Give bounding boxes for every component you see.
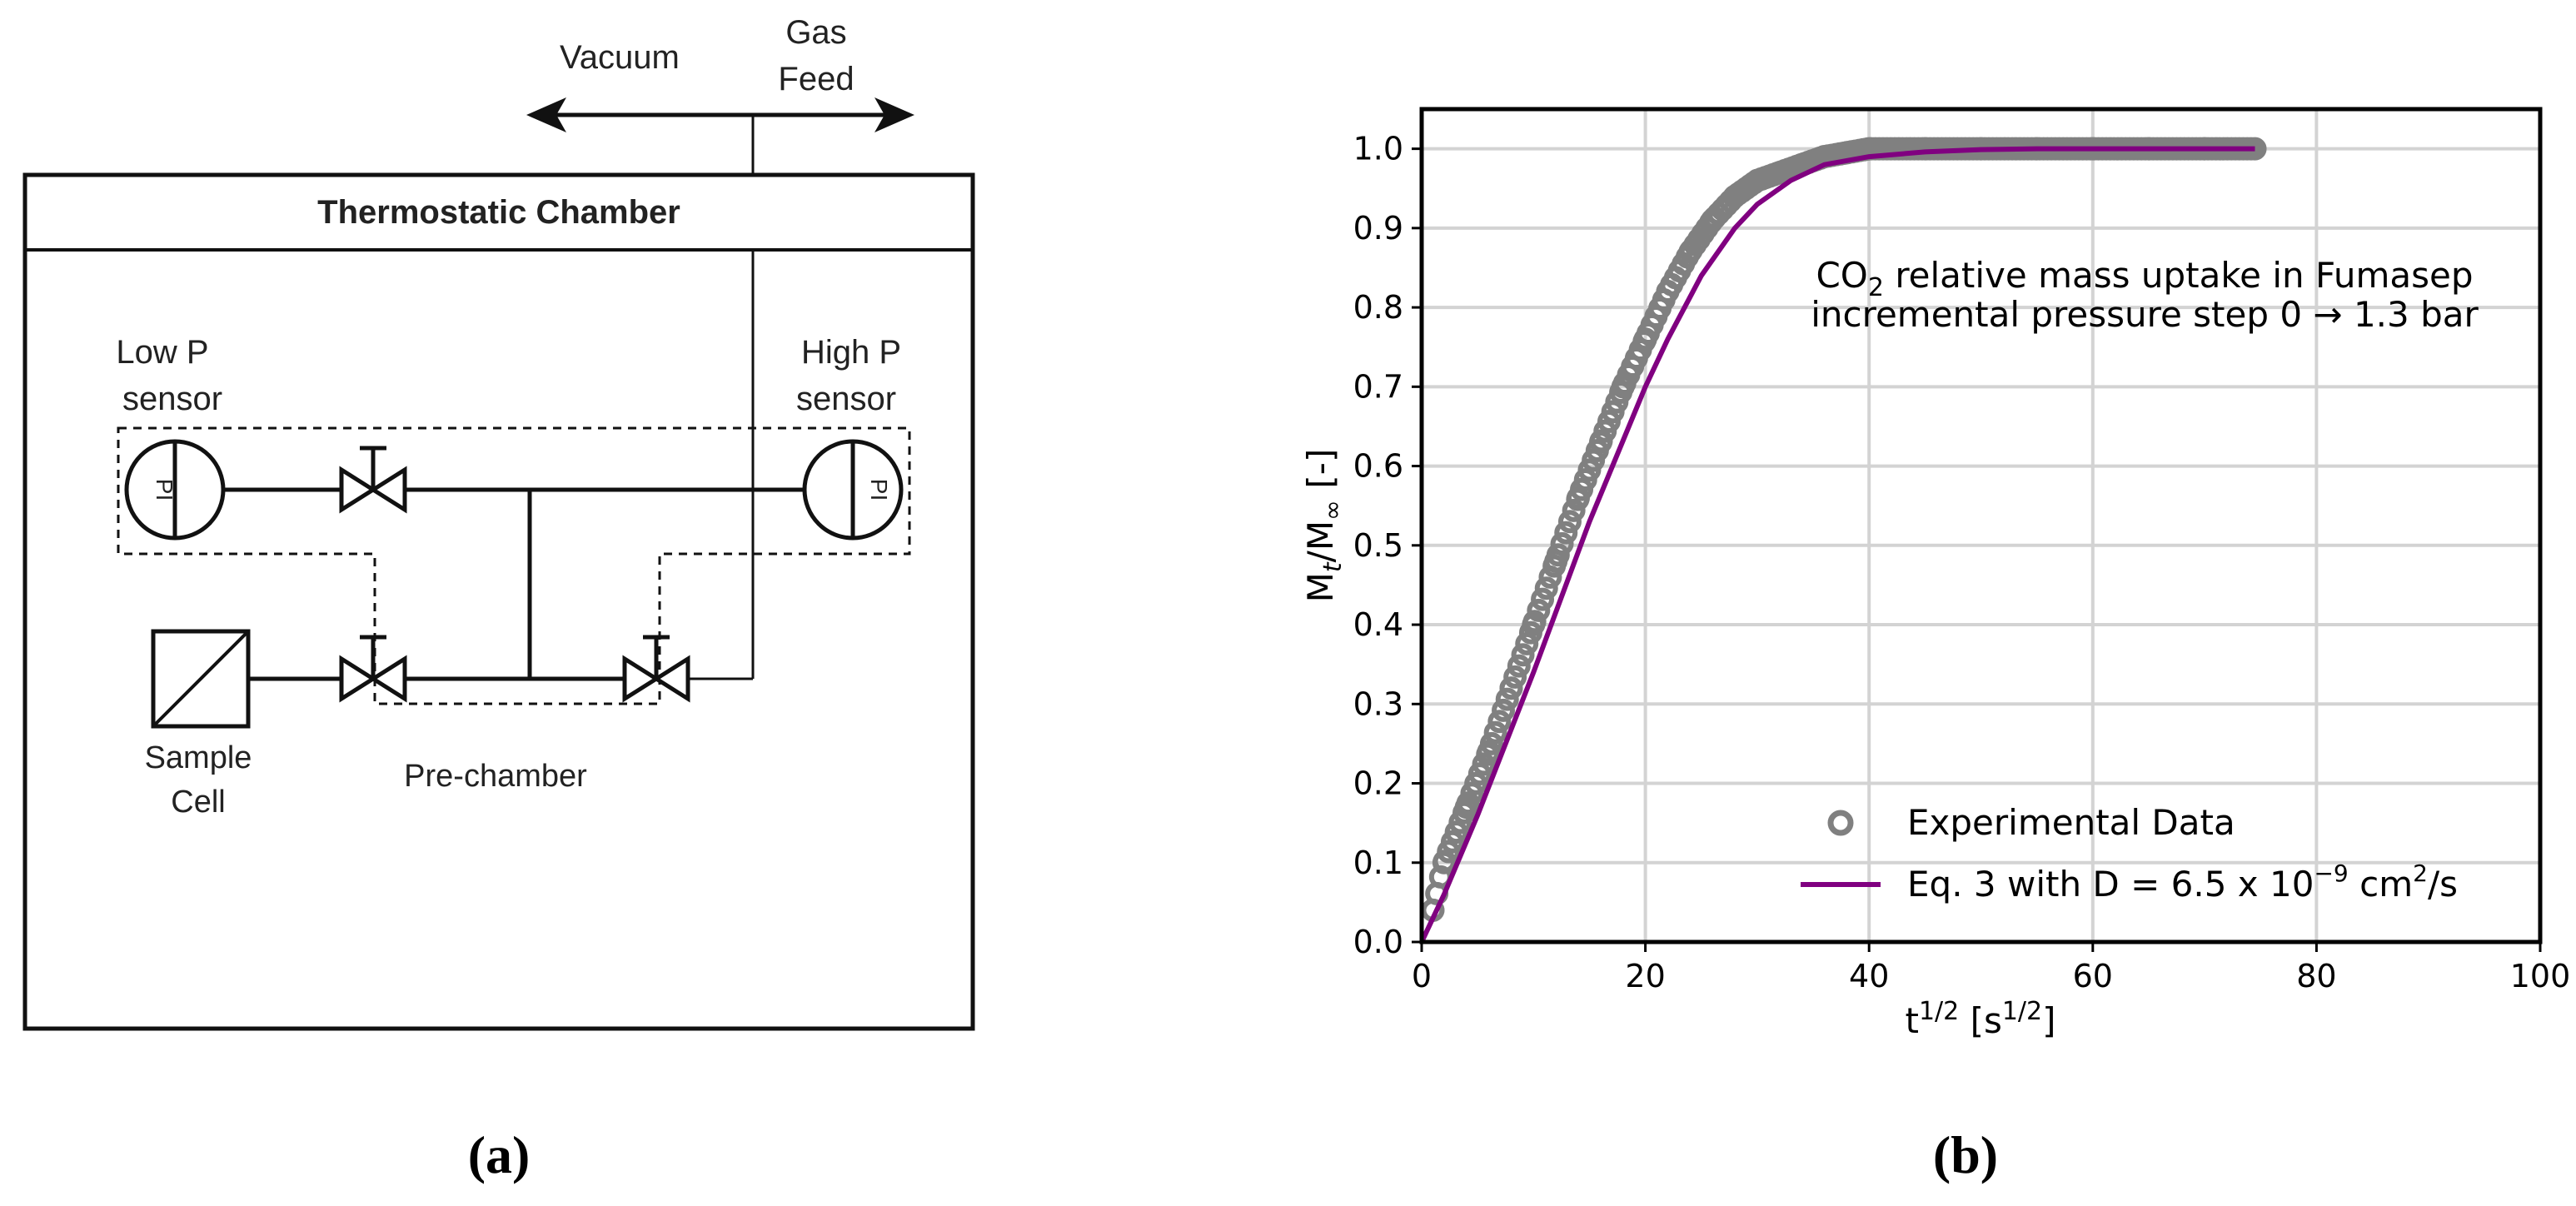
uptake-chart: 0 20 40 60 80 100 0.0 0.1 0.2 0.3 0.4 0.5 0.6 0.7 0.8 0… <box>1300 107 2571 1184</box>
prechamber-label: Pre-chamber <box>404 759 587 794</box>
y-tick-label: 0.0 <box>1353 924 1403 960</box>
data-point <box>1557 510 1582 534</box>
high-p-label-line2: sensor <box>796 381 896 417</box>
data-point <box>1499 676 1523 700</box>
x-tick-label: 20 <box>1625 958 1665 994</box>
sample-cell-label-line1: Sample <box>145 740 252 775</box>
y-tick-label: 0.4 <box>1353 606 1403 643</box>
data-point <box>1678 240 1702 264</box>
valve-feed <box>622 635 690 703</box>
vacuum-arrowhead <box>526 97 566 132</box>
data-point <box>1554 521 1578 545</box>
y-tick-label: 0.3 <box>1353 685 1403 722</box>
y-axis-label: Mt/M∞ [-] <box>1300 449 1348 603</box>
data-point <box>1487 710 1512 734</box>
low-p-label-line1: Low P <box>116 334 208 371</box>
y-tick-label: 0.9 <box>1353 210 1403 247</box>
data-point <box>1913 137 1937 161</box>
chamber-title: Thermostatic Chamber <box>317 194 680 231</box>
data-point <box>1495 687 1519 711</box>
x-tick-label: 40 <box>1849 958 1889 994</box>
high-p-sensor: PI <box>802 439 904 541</box>
caption-a: (a) <box>468 1125 531 1184</box>
x-axis-label: t1/2 [s1/2] <box>1905 997 2055 1041</box>
high-p-label-line1: High P <box>801 334 901 371</box>
legend-label-experimental: Experimental Data <box>1907 802 2235 843</box>
data-point <box>1454 795 1478 820</box>
data-point <box>1522 613 1546 637</box>
sample-cell <box>151 629 251 729</box>
x-tick-label: 100 <box>2510 958 2571 994</box>
low-p-sensor: PI <box>124 439 226 541</box>
valve-low-sensor <box>339 446 407 514</box>
y-tick-label: 0.7 <box>1353 368 1403 405</box>
x-tick-label: 60 <box>2073 958 2113 994</box>
data-point <box>1611 375 1635 399</box>
data-point <box>1745 168 1769 192</box>
data-point <box>1492 698 1516 722</box>
annotation-line1: CO2 relative mass uptake in Fumasep <box>1816 255 2473 302</box>
data-point <box>1531 587 1555 611</box>
data-point <box>1562 498 1586 522</box>
data-point <box>1515 631 1539 655</box>
low-p-label-line2: sensor <box>122 381 222 417</box>
data-point <box>1477 740 1501 764</box>
dashed-enclosure <box>117 426 911 705</box>
data-point <box>1723 184 1747 208</box>
y-tick-label: 0.1 <box>1353 845 1403 881</box>
vacuum-label: Vacuum <box>560 39 680 76</box>
data-point <box>1511 643 1535 667</box>
data-point <box>1544 549 1568 573</box>
data-point <box>1588 431 1612 454</box>
data-point <box>1507 654 1531 678</box>
legend-label-fit: Eq. 3 with D = 6.5 x 10−9 cm2/s <box>1907 860 2458 904</box>
x-tick-label: 0 <box>1412 958 1432 994</box>
x-tick-label: 80 <box>2296 958 2336 994</box>
data-point <box>1767 161 1791 185</box>
plot-frame <box>1419 107 2543 944</box>
data-point <box>1633 327 1657 351</box>
axis-ticks: 0 20 40 60 80 100 0.0 0.1 0.2 0.3 0.4 0.5 0.6 0.7 0.8 0… <box>1353 131 2571 994</box>
gasfeed-arrowhead <box>874 97 914 132</box>
data-point <box>1701 208 1725 232</box>
sample-cell-label-line2: Cell <box>171 785 225 820</box>
data-point <box>1483 720 1507 745</box>
high-p-pi-symbol: PI <box>866 479 892 501</box>
low-p-pi-symbol: PI <box>152 479 177 501</box>
gas-feed-label-line1: Gas <box>785 14 846 51</box>
y-tick-label: 0.6 <box>1353 448 1403 485</box>
thermostatic-chamber-box <box>22 172 975 1031</box>
gas-feed-label-line2: Feed <box>778 61 854 97</box>
valve-sample-cell <box>339 635 407 703</box>
y-tick-label: 0.2 <box>1353 765 1403 802</box>
data-point <box>1534 576 1558 601</box>
annotation-line2: incremental pressure step 0 → 1.3 bar <box>1811 294 2479 335</box>
legend: Experimental Data Eq. 3 with D = 6.5 x 1… <box>1801 802 2458 904</box>
model-fit-line <box>1419 146 2255 944</box>
y-tick-label: 0.8 <box>1353 289 1403 326</box>
data-point <box>1503 665 1527 689</box>
data-point <box>1432 850 1456 875</box>
legend-marker-experimental <box>1827 810 1854 836</box>
schematic-diagram: Vacuum Gas Feed Thermostatic Chamber Low… <box>22 14 975 1184</box>
data-point <box>1567 486 1591 510</box>
y-tick-label: 0.5 <box>1353 527 1403 564</box>
y-tick-label: 1.0 <box>1353 131 1403 167</box>
caption-b: (b) <box>1933 1125 1998 1184</box>
data-point <box>1656 280 1680 304</box>
